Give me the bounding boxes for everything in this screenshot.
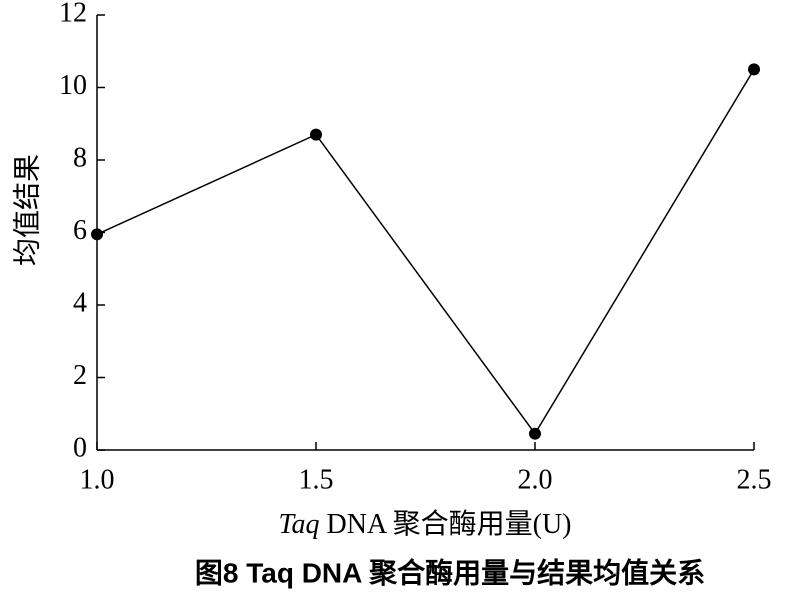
y-tick-label: 0 [73, 432, 87, 463]
point [748, 63, 760, 76]
y-tick-label: 6 [73, 215, 87, 246]
y-tick-label: 2 [73, 360, 87, 391]
x-tick-label: 1.0 [80, 464, 115, 495]
point [310, 128, 322, 141]
caption: 图8 Taq DNA 聚合酶用量与结果均值关系 [195, 556, 705, 588]
x-axis-label: Taq DNA 聚合酶用量(U) [278, 508, 571, 540]
x-tick-label: 1.5 [299, 464, 334, 495]
y-tick-label: 4 [73, 287, 87, 318]
y-tick-label: 8 [73, 142, 87, 173]
point [91, 228, 103, 241]
x-tick-label: 2.5 [737, 464, 772, 495]
point [529, 427, 541, 440]
x-tick-label: 2.0 [518, 464, 553, 495]
line [96, 68, 755, 436]
y-tick-label: 12 [59, 0, 87, 28]
y-tick-label: 10 [59, 70, 87, 101]
y-axis-label: 均值结果 [11, 154, 43, 266]
